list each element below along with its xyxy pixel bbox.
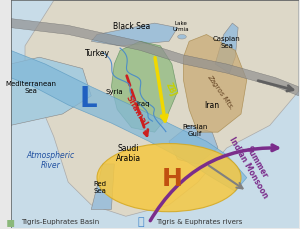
Polygon shape <box>91 24 178 47</box>
Text: ▪: ▪ <box>6 214 15 228</box>
Ellipse shape <box>178 35 186 40</box>
Text: Lake
Urmia: Lake Urmia <box>172 21 189 32</box>
Ellipse shape <box>97 144 241 212</box>
Text: Saudi
Arabia: Saudi Arabia <box>116 143 141 163</box>
Text: Tigris & Euphrates rivers: Tigris & Euphrates rivers <box>156 218 242 224</box>
Text: ZBJ: ZBJ <box>164 81 178 98</box>
Text: Atmospheric
River: Atmospheric River <box>27 150 75 169</box>
Text: L: L <box>80 85 97 113</box>
Text: Summer
Indian Monsoon: Summer Indian Monsoon <box>227 130 278 199</box>
Text: Persian
Gulf: Persian Gulf <box>182 124 208 137</box>
Text: 〜: 〜 <box>138 216 145 226</box>
Polygon shape <box>11 51 247 191</box>
Text: Mediterranean
Sea: Mediterranean Sea <box>5 81 56 94</box>
Text: Zagros Mts.: Zagros Mts. <box>207 73 235 110</box>
Polygon shape <box>11 19 298 96</box>
Text: Tigris-Euphrates Basin: Tigris-Euphrates Basin <box>21 218 99 224</box>
Polygon shape <box>11 58 91 126</box>
Polygon shape <box>91 164 114 210</box>
Text: Shamal: Shamal <box>123 93 148 127</box>
Text: Syria: Syria <box>106 89 123 95</box>
Text: Iran: Iran <box>205 101 220 110</box>
Polygon shape <box>25 1 298 216</box>
Text: H: H <box>161 166 182 190</box>
Polygon shape <box>183 35 247 133</box>
Polygon shape <box>215 24 238 74</box>
Polygon shape <box>111 42 178 133</box>
Text: Iraq: Iraq <box>136 100 150 106</box>
Text: Black Sea: Black Sea <box>113 22 150 31</box>
Text: Caspian
Sea: Caspian Sea <box>213 36 241 49</box>
Text: Red
Sea: Red Sea <box>93 180 106 193</box>
Text: Turkey: Turkey <box>85 49 110 58</box>
Polygon shape <box>11 1 298 228</box>
Polygon shape <box>169 126 218 164</box>
